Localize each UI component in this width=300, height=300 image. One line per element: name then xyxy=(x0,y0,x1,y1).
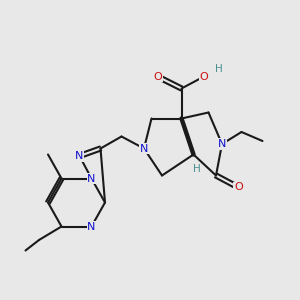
Text: N: N xyxy=(87,221,96,232)
Text: H: H xyxy=(215,64,223,74)
Text: N: N xyxy=(87,173,96,184)
Text: O: O xyxy=(200,71,208,82)
Text: N: N xyxy=(218,139,226,149)
Text: N: N xyxy=(75,151,84,161)
Text: O: O xyxy=(234,182,243,193)
Text: H: H xyxy=(193,164,200,174)
Text: N: N xyxy=(140,143,148,154)
Text: O: O xyxy=(153,71,162,82)
